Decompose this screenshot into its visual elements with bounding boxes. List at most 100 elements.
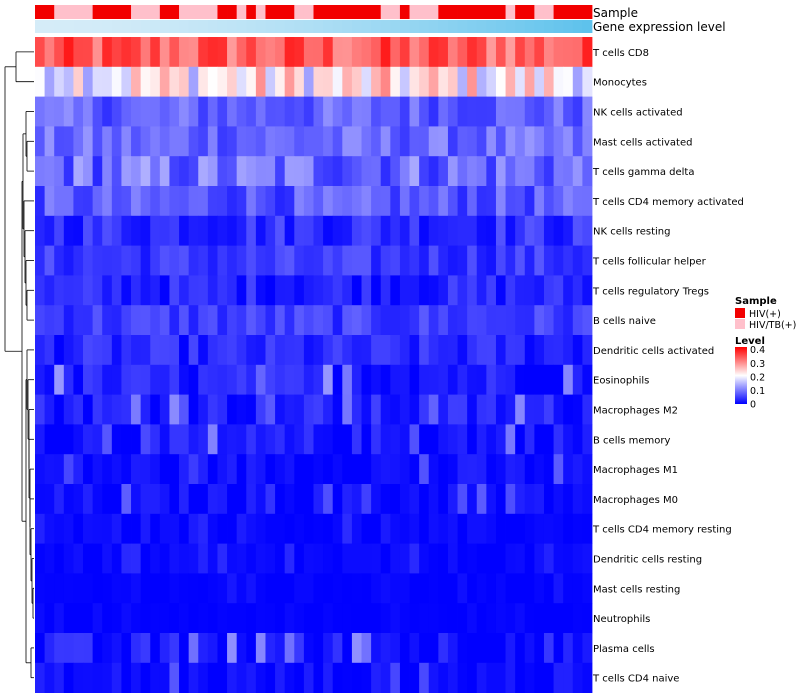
heatmap-cell [409,424,420,455]
heatmap-cell [428,335,439,366]
heatmap-cell [35,633,46,664]
heatmap-cell [342,603,353,634]
heatmap-cell [543,573,554,604]
row-labels: T cells CD8 Monocytes NK cells activated Ma… [592,48,744,685]
heatmap-cell [303,633,314,664]
sample-legend-title: Sample [735,296,777,307]
heatmap-cell [198,156,209,187]
row-label: Mast cells resting [593,584,680,595]
heatmap-cell [246,215,257,246]
heatmap-cell [169,573,180,604]
heatmap-cell [83,633,94,664]
heatmap-cell [371,633,382,664]
level-annotation-cell [188,20,199,33]
heatmap-cell [275,633,286,664]
heatmap-cell [572,275,583,306]
heatmap-cell [140,186,151,217]
heatmap-cell [246,364,257,395]
heatmap-cell [361,305,372,336]
sample-annotation-cell [361,5,372,19]
heatmap-cell [121,662,132,693]
heatmap-cell [457,126,468,157]
heatmap-cell [553,573,564,604]
heatmap-cell [361,126,372,157]
heatmap-cell [54,335,65,366]
heatmap-cell [217,543,228,574]
heatmap-cell [323,96,334,127]
heatmap-cell [428,424,439,455]
heatmap-cell [323,335,334,366]
sample-annotation-cell [313,5,324,19]
heatmap-cell [140,603,151,634]
sample-annotation-cell [265,5,276,19]
heatmap-cell [236,633,247,664]
heatmap-cell [572,156,583,187]
heatmap-cell [255,275,266,306]
heatmap-cell [342,96,353,127]
heatmap-cell [582,484,593,515]
level-annotation-cell [495,20,506,33]
heatmap-cell [572,603,583,634]
heatmap-cell [323,186,334,217]
heatmap-cell [303,573,314,604]
heatmap-cell [169,454,180,485]
heatmap-cell [476,66,487,97]
heatmap-cell [323,662,334,693]
level-annotation-cell [111,20,122,33]
level-annotation-cell [275,20,286,33]
heatmap-cell [207,633,218,664]
heatmap-cell [207,156,218,187]
heatmap-cell [563,454,574,485]
heatmap-cell [150,66,161,97]
heatmap-cell [265,364,276,395]
heatmap-cell [332,215,343,246]
heatmap-cell [380,364,391,395]
heatmap-cell [111,662,122,693]
heatmap-cell [380,424,391,455]
heatmap-cell [543,424,554,455]
heatmap-cell [102,37,113,68]
heatmap-cell [303,66,314,97]
heatmap-cell [457,66,468,97]
row-label: Macrophages M0 [593,495,678,506]
heatmap-cell [140,37,151,68]
heatmap-cell [342,424,353,455]
heatmap-cell [371,484,382,515]
heatmap-cell [419,543,430,574]
heatmap-cell [505,603,516,634]
heatmap-cell [313,513,324,544]
heatmap-cell [83,573,94,604]
sample-annotation-cell [188,5,199,19]
heatmap-cell [265,603,276,634]
heatmap-cell [323,633,334,664]
heatmap-cell [371,513,382,544]
heatmap-cell [198,215,209,246]
heatmap-cell [246,454,257,485]
heatmap-cell [92,66,103,97]
heatmap-cell [534,573,545,604]
heatmap-cell [524,305,535,336]
heatmap-cell [313,215,324,246]
heatmap-cell [428,394,439,425]
heatmap-cell [419,275,430,306]
heatmap-cell [390,245,401,276]
heatmap-cell [54,186,65,217]
heatmap-cell [131,66,142,97]
heatmap-cell [198,186,209,217]
heatmap-cell [351,573,362,604]
heatmap-cell [294,126,305,157]
heatmap-cell [169,543,180,574]
heatmap-cell [73,394,84,425]
heatmap-cell [294,305,305,336]
heatmap-cell [390,454,401,485]
heatmap-cell [159,245,170,276]
heatmap-cell [92,662,103,693]
heatmap-cell [255,305,266,336]
heatmap-cell [438,335,449,366]
heatmap-cell [246,66,257,97]
heatmap-cell [179,394,190,425]
heatmap-cell [563,573,574,604]
heatmap-cell [303,603,314,634]
sample-track-label: Sample [593,6,638,20]
heatmap-cell [102,454,113,485]
